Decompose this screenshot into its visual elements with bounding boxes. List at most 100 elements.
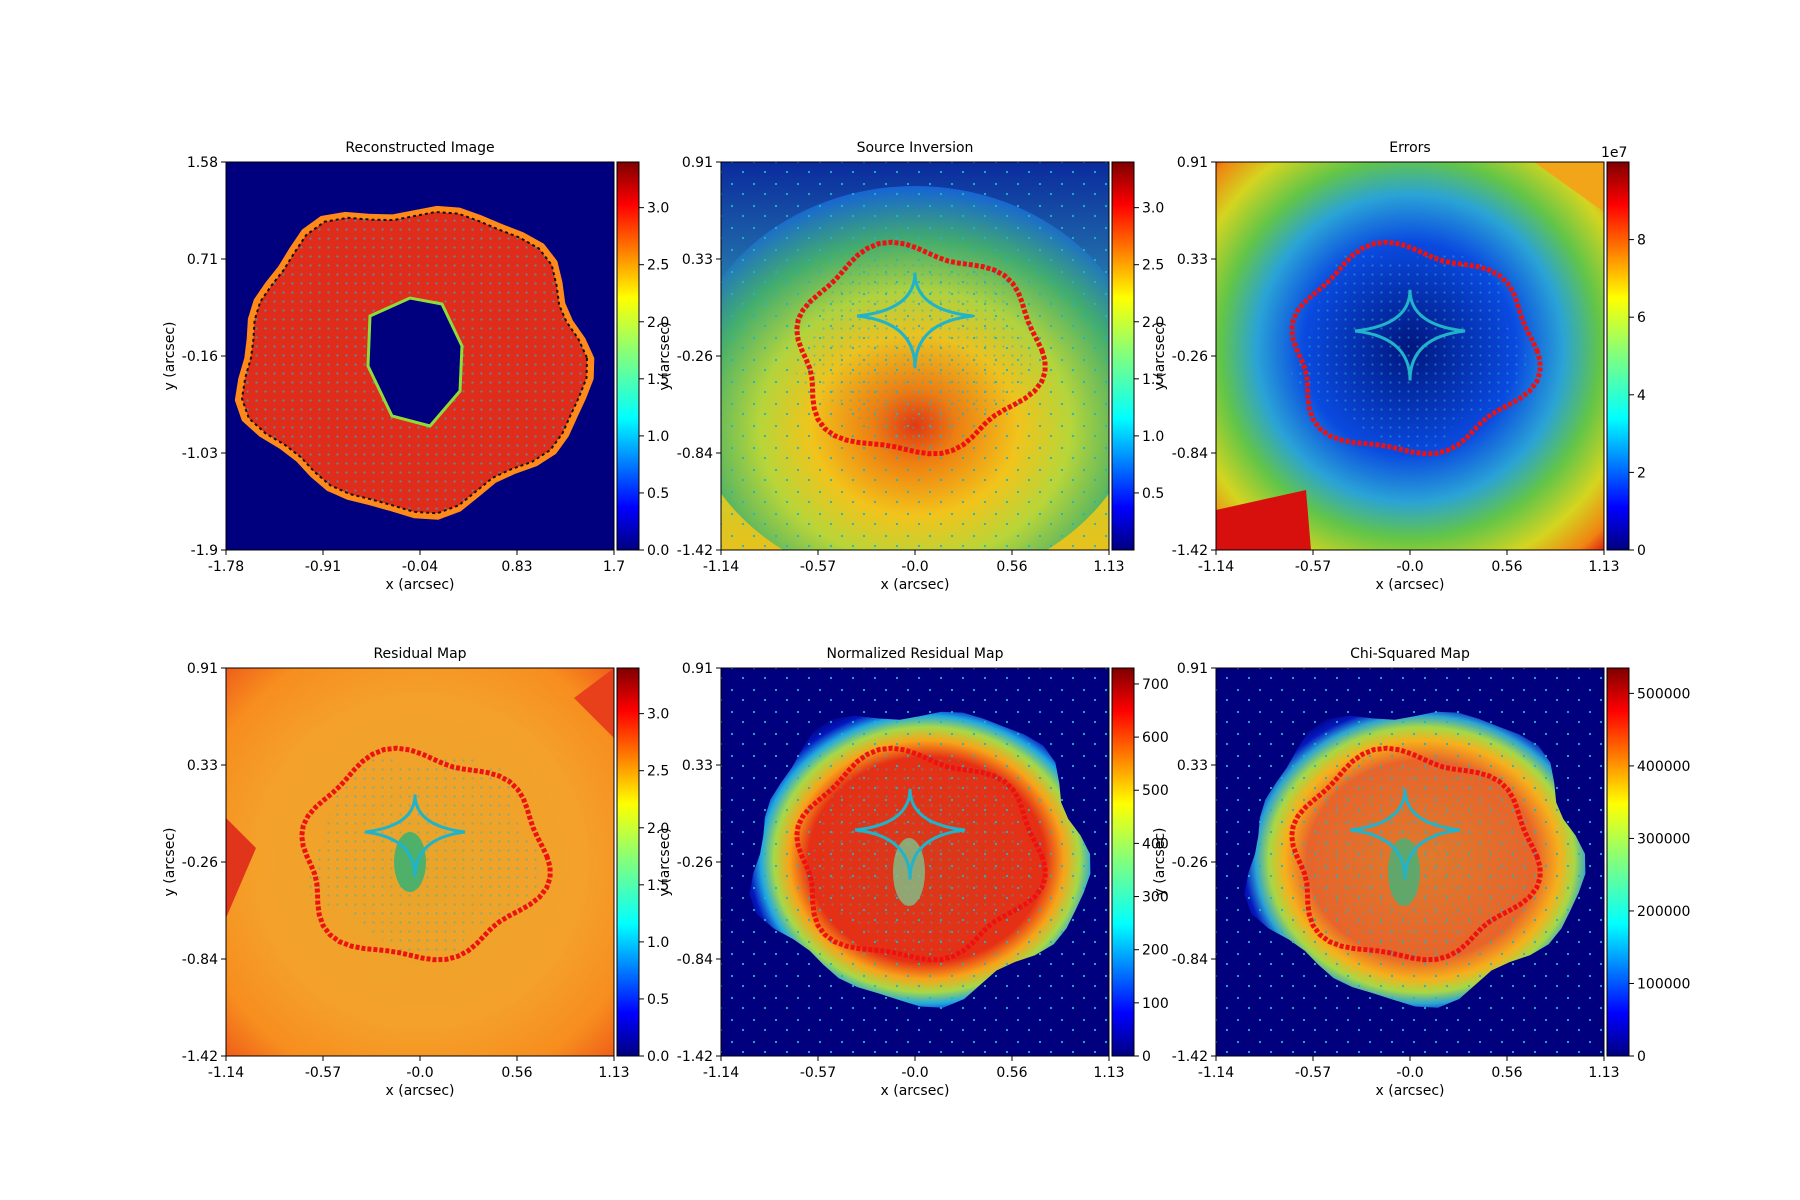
inner-hole bbox=[366, 296, 464, 428]
x-tick-label: 1.13 bbox=[598, 1065, 629, 1081]
colorbar bbox=[616, 667, 640, 1057]
y-tick-label: -0.84 bbox=[1172, 446, 1208, 462]
subplot-1: Reconstructed Image -1.78 -0.91 -0.04 0.83 1.… bbox=[162, 140, 669, 593]
y-axis-label: y (arcsec) bbox=[657, 322, 673, 391]
colorbar-tick-label: 0.5 bbox=[1142, 486, 1164, 502]
colorbar-tick-label: 300 bbox=[1142, 890, 1169, 906]
caustic-star bbox=[856, 272, 974, 369]
y-tick-label: 0.91 bbox=[1177, 155, 1208, 171]
heatmap-image bbox=[721, 162, 1109, 550]
colorbar-tick-label: 3.0 bbox=[647, 201, 669, 217]
outer-border bbox=[240, 210, 589, 515]
y-tick-label: -0.84 bbox=[182, 952, 218, 968]
colorbar-tick-label: 8 bbox=[1637, 233, 1646, 249]
x-axis-label: x (arcsec) bbox=[1376, 577, 1445, 593]
colorbar-tick-label: 0.0 bbox=[647, 1049, 669, 1065]
colorbar-tick-label: 500 bbox=[1142, 783, 1169, 799]
colorbar-tick-label: 100000 bbox=[1637, 976, 1690, 992]
subplot-title: Errors bbox=[1389, 140, 1430, 156]
x-axis-label: x (arcsec) bbox=[386, 1083, 455, 1099]
y-tick-label: 0.91 bbox=[682, 155, 713, 171]
colorbar-tick-label: 2.5 bbox=[647, 258, 669, 274]
x-tick-label: -1.14 bbox=[1198, 1065, 1234, 1081]
caustic-border bbox=[1289, 239, 1543, 457]
heatmap-image bbox=[226, 668, 614, 1056]
caustic-border bbox=[794, 239, 1048, 457]
subplot-title: Chi-Squared Map bbox=[1350, 646, 1470, 662]
x-tick-label: 0.56 bbox=[501, 1065, 532, 1081]
dense-pixels bbox=[1291, 252, 1527, 453]
colorbar-tick-label: 0.5 bbox=[647, 486, 669, 502]
colorbar-tick-label: 2.0 bbox=[647, 821, 669, 837]
y-tick-label: -0.26 bbox=[677, 349, 713, 365]
colorbar-exponent: 1e7 bbox=[1601, 145, 1627, 161]
x-axis-label: x (arcsec) bbox=[1376, 1083, 1445, 1099]
colorbar-tick-label: 0 bbox=[1637, 543, 1646, 559]
y-tick-label: 0.33 bbox=[1177, 252, 1208, 268]
x-tick-label: 1.13 bbox=[1588, 559, 1619, 575]
central-residual bbox=[394, 832, 426, 892]
x-tick-label: -0.91 bbox=[305, 559, 341, 575]
x-tick-label: -0.0 bbox=[901, 1065, 928, 1081]
heatmap-image bbox=[226, 162, 614, 550]
colorbar-tick-label: 0.0 bbox=[647, 543, 669, 559]
x-tick-label: 1.13 bbox=[1093, 1065, 1124, 1081]
x-tick-label: -0.57 bbox=[1295, 1065, 1331, 1081]
patch bbox=[574, 668, 614, 738]
x-tick-label: 1.13 bbox=[1588, 1065, 1619, 1081]
caustic-star bbox=[1349, 788, 1461, 880]
subplot-title: Normalized Residual Map bbox=[827, 646, 1004, 662]
caustic-border bbox=[794, 745, 1048, 963]
colorbar-tick-label: 300000 bbox=[1637, 831, 1690, 847]
y-tick-label: -1.03 bbox=[182, 446, 218, 462]
colorbar-tick-label: 2.5 bbox=[1142, 258, 1164, 274]
caustic-star bbox=[854, 788, 966, 880]
y-tick-label: 0.33 bbox=[187, 758, 218, 774]
x-tick-label: 0.56 bbox=[996, 559, 1027, 575]
colorbar-tick-label: 200000 bbox=[1637, 904, 1690, 920]
colorbar-tick-label: 4 bbox=[1637, 388, 1646, 404]
x-tick-label: -0.0 bbox=[901, 559, 928, 575]
corner-patch bbox=[1216, 490, 1311, 550]
x-axis-label: x (arcsec) bbox=[386, 577, 455, 593]
colorbar-tick-label: 400 bbox=[1142, 836, 1169, 852]
caustic-border bbox=[299, 745, 553, 963]
colorbar-tick-label: 100 bbox=[1142, 996, 1169, 1012]
colorbar-tick-label: 6 bbox=[1637, 310, 1646, 326]
caustic-border bbox=[1289, 745, 1543, 963]
colorbar bbox=[1111, 161, 1135, 551]
colorbar-tick-label: 3.0 bbox=[647, 707, 669, 723]
x-tick-label: 1.13 bbox=[1093, 559, 1124, 575]
y-tick-label: 0.33 bbox=[682, 758, 713, 774]
caustic-star bbox=[364, 794, 466, 878]
y-axis-label: y (arcsec) bbox=[657, 828, 673, 897]
colorbar-tick-label: 700 bbox=[1142, 677, 1169, 693]
y-tick-label: -0.26 bbox=[1172, 349, 1208, 365]
colorbar-tick-label: 1.0 bbox=[647, 935, 669, 951]
subplot-2: Source Inversion -1.14 -0.57 -0.0 0.56 1.13 x … bbox=[657, 140, 1164, 593]
y-tick-label: -0.26 bbox=[677, 855, 713, 871]
colorbar-tick-label: 0.5 bbox=[647, 992, 669, 1008]
x-tick-label: 0.56 bbox=[996, 1065, 1027, 1081]
colorbar-tick-label: 0 bbox=[1142, 1049, 1151, 1065]
y-tick-label: -1.42 bbox=[1172, 1049, 1208, 1065]
y-tick-label: 0.71 bbox=[187, 252, 218, 268]
x-tick-label: 0.56 bbox=[1491, 1065, 1522, 1081]
y-tick-label: -0.26 bbox=[1172, 855, 1208, 871]
colorbar-tick-label: 600 bbox=[1142, 730, 1169, 746]
colorbar-tick-label: 1.0 bbox=[1142, 429, 1164, 445]
colorbar-tick-label: 1.5 bbox=[647, 372, 669, 388]
heatmap-image bbox=[1216, 162, 1604, 550]
y-tick-label: 0.91 bbox=[187, 661, 218, 677]
colorbar-tick-label: 200 bbox=[1142, 943, 1169, 959]
subplot-title: Reconstructed Image bbox=[345, 140, 494, 156]
colorbar-tick-label: 3.0 bbox=[1142, 201, 1164, 217]
x-tick-label: -1.14 bbox=[1198, 559, 1234, 575]
y-tick-label: -0.84 bbox=[1172, 952, 1208, 968]
x-tick-label: -0.0 bbox=[1396, 1065, 1423, 1081]
colorbar bbox=[616, 161, 640, 551]
subplot-5: Normalized Residual Map -1.14 -0.57 -0.0 0.5… bbox=[657, 646, 1169, 1099]
caustic-star bbox=[1354, 289, 1466, 381]
colorbar-tick-label: 1.0 bbox=[647, 429, 669, 445]
